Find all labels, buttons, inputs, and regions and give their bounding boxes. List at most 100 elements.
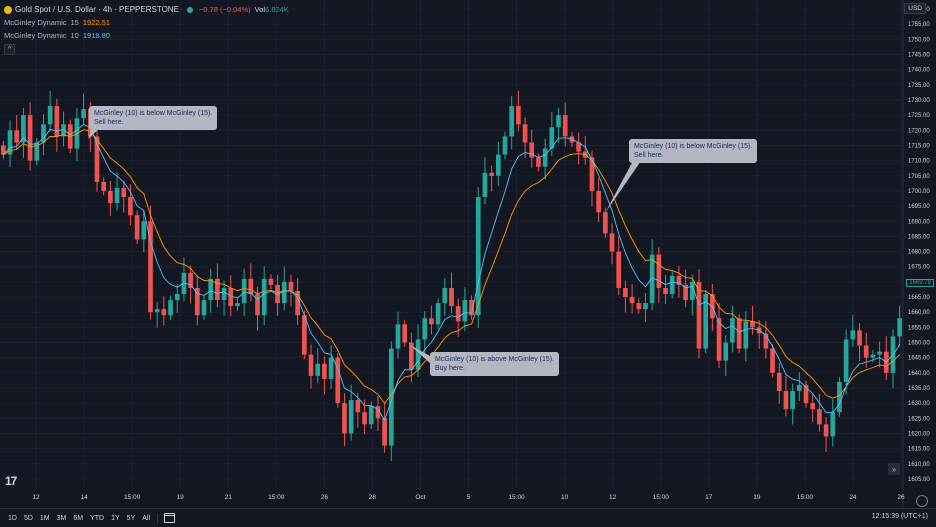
candle-body (669, 275, 675, 295)
timeframe-3m[interactable]: 3M (56, 514, 67, 522)
mcginley-10-line (2, 123, 901, 422)
y-tick-label: 1715.00 (908, 143, 930, 149)
candle-body (7, 130, 13, 155)
y-tick-label: 1620.00 (908, 431, 930, 437)
calendar-icon[interactable] (164, 513, 176, 523)
candle-body (161, 309, 167, 316)
y-tick-label: 1655.00 (908, 325, 930, 331)
candle-body (469, 300, 474, 316)
candle-body (322, 363, 327, 379)
candle-body (449, 287, 454, 307)
candle-body (462, 300, 468, 322)
annotation-sell-1[interactable]: McGinley (10) is below McGinley (15). Se… (89, 106, 218, 130)
candle-body (435, 303, 441, 325)
y-tick-label: 1625.00 (908, 416, 930, 422)
toolbar-divider (157, 513, 159, 523)
candle-body (870, 354, 876, 358)
candle-body (696, 281, 702, 349)
candle-body (857, 330, 862, 346)
indicator-length: 15 (70, 18, 79, 27)
x-tick-label: 12 (609, 494, 617, 501)
candle-body (34, 142, 40, 161)
candle-body (629, 297, 635, 304)
candle-body (516, 106, 521, 125)
y-tick-label: 1690.00 (908, 219, 930, 225)
timeframe-5d[interactable]: 5D (23, 514, 33, 522)
candle-body (790, 391, 795, 410)
timeframe-6m[interactable]: 6M (73, 514, 84, 522)
candle-body (663, 287, 668, 295)
timeframe-1d[interactable]: 1D (8, 514, 17, 522)
x-tick-label: 26 (897, 494, 905, 501)
candle-body (108, 190, 113, 204)
candle-body (830, 412, 836, 437)
x-tick-label: 15:00 (508, 494, 525, 501)
y-tick-label: 1705.00 (908, 174, 930, 180)
timeframe-5y[interactable]: 5Y (126, 514, 136, 522)
x-tick-label: 15:00 (797, 494, 814, 501)
y-tick-label: 1710.00 (908, 159, 930, 165)
candle-body (375, 406, 381, 419)
indicator-name: McGinley Dynamic (4, 31, 67, 40)
timeframe-1m[interactable]: 1M (39, 514, 50, 522)
y-tick-label: 1750.00 (908, 37, 930, 43)
y-tick-label: 1645.00 (908, 356, 930, 362)
candle-body (168, 300, 173, 316)
x-tick-label: 19 (177, 494, 185, 501)
market-status-icon (186, 6, 193, 13)
annotation-sell-2[interactable]: McGinley (10) is below McGinley (15). Se… (629, 139, 758, 163)
annotation-buy[interactable]: McGinley (10) is above McGinley (15). Bu… (430, 352, 560, 376)
indicator-row-10[interactable]: McGinley Dynamic 10 1918.80 (4, 29, 289, 42)
candle-body (783, 391, 789, 410)
candle-body (81, 109, 86, 119)
chevron-up-icon: ^ (7, 46, 12, 53)
symbol-title[interactable]: Gold Spot / U.S. Dollar · 4h · PEPPERSTO… (15, 5, 179, 14)
scroll-to-latest-icon[interactable]: » (888, 463, 900, 475)
timeframe-1y[interactable]: 1Y (111, 514, 120, 522)
candle-body (542, 148, 548, 167)
candlestick-series (1, 90, 902, 462)
callout-pointer (605, 161, 641, 213)
candle-body (368, 406, 374, 425)
candle-body (94, 136, 100, 182)
timeframe-all[interactable]: All (142, 514, 151, 522)
y-tick-label: 1755.00 (908, 22, 930, 28)
collapse-legend-button[interactable]: ^ (4, 44, 15, 55)
candle-body (188, 272, 193, 288)
candle-body (261, 278, 267, 316)
gold-symbol-icon (4, 5, 12, 14)
y-tick-label: 1720.00 (908, 128, 930, 134)
candle-body (308, 354, 314, 376)
clock-readout[interactable]: 12:15:39 (UTC+1) (871, 513, 928, 520)
callout-pointer (88, 128, 100, 139)
candle-body (576, 142, 581, 152)
candle-body (837, 381, 842, 413)
candle-body (21, 115, 26, 143)
x-tick-label: 26 (321, 494, 329, 501)
y-tick-label: 1605.00 (908, 477, 930, 483)
currency-badge[interactable]: USD (904, 3, 926, 14)
timeframe-ytd[interactable]: YTD (90, 514, 105, 522)
candle-body (676, 275, 682, 285)
candle-body (342, 403, 347, 434)
candle-body (603, 212, 608, 234)
symbol-row[interactable]: Gold Spot / U.S. Dollar · 4h · PEPPERSTO… (4, 3, 289, 16)
candle-body (128, 197, 133, 216)
indicator-row-15[interactable]: McGinley Dynamic 15 1922.51 (4, 16, 289, 29)
candle-body (703, 294, 709, 349)
candle-body (281, 281, 287, 304)
candle-body (643, 303, 648, 310)
candle-body (41, 124, 46, 143)
candle-body (689, 281, 695, 301)
settings-gear-icon[interactable] (916, 495, 928, 507)
tradingview-logo-icon[interactable]: 17 (5, 474, 17, 488)
candle-body (248, 278, 254, 295)
candle-body (201, 300, 207, 316)
candle-body (208, 278, 214, 301)
candle-body (134, 215, 140, 240)
candle-body (295, 290, 300, 316)
candle-body (268, 278, 274, 285)
candle-body (743, 321, 749, 349)
candle-body (442, 287, 448, 304)
